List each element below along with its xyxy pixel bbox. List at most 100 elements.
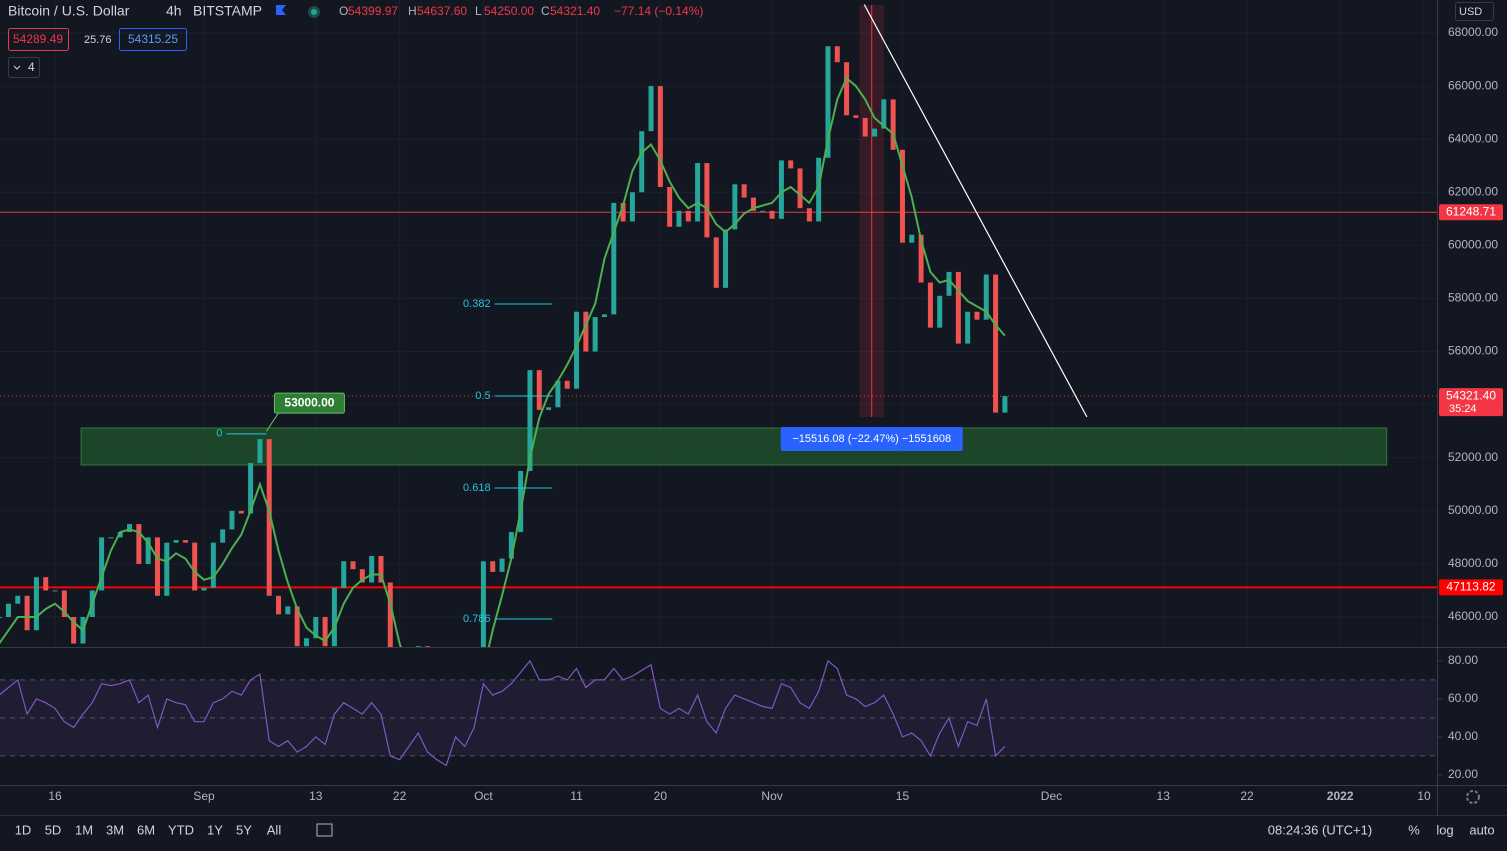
rsi-pane <box>0 659 1437 767</box>
x-tick-label: Nov <box>761 789 782 803</box>
scale-option[interactable]: % <box>1408 822 1420 837</box>
candle <box>825 46 831 158</box>
y-tick-label: 52000.00 <box>1448 450 1498 464</box>
candle <box>108 537 114 539</box>
candle <box>927 282 933 328</box>
callout-pointer <box>266 412 279 432</box>
candle <box>806 208 812 222</box>
ohlc-label: O <box>339 4 348 18</box>
candle <box>629 192 635 222</box>
scale-option[interactable]: auto <box>1469 822 1494 837</box>
candle <box>872 128 878 137</box>
candle <box>154 537 160 596</box>
interval[interactable]: 4h <box>166 3 182 19</box>
candle <box>946 271 952 296</box>
ohlc-label: C <box>541 4 550 18</box>
candle <box>881 99 887 129</box>
candle <box>294 606 300 647</box>
range-button[interactable]: 5Y <box>236 822 252 837</box>
candle <box>229 510 235 530</box>
ohlc-label: H <box>408 4 417 18</box>
currency-select[interactable] <box>1455 2 1494 21</box>
candle <box>639 131 645 193</box>
flag-icon[interactable] <box>276 5 286 15</box>
fib-label: 0.786 <box>463 613 491 625</box>
range-button[interactable]: YTD <box>168 822 194 837</box>
price-badge-label: 47113.82 <box>1446 580 1495 594</box>
candle <box>965 311 971 344</box>
candle <box>285 606 291 615</box>
candle <box>844 62 850 116</box>
range-button[interactable]: 1D <box>15 822 32 837</box>
candle <box>24 595 30 631</box>
range-button[interactable]: 6M <box>137 822 155 837</box>
candle <box>536 370 542 410</box>
candle <box>117 532 123 538</box>
ohlc-value: 54321.40 <box>550 4 600 18</box>
candle <box>546 407 552 410</box>
range-button[interactable]: 5D <box>45 822 62 837</box>
candle <box>648 86 654 132</box>
price-badge-label: 61248.71 <box>1446 204 1496 218</box>
y-tick-label: 62000.00 <box>1448 184 1498 198</box>
change: −77.14 (−0.14%) <box>614 4 703 18</box>
ohlc-value: 54250.00 <box>484 4 534 18</box>
candle <box>331 587 337 647</box>
range-button[interactable]: 1Y <box>207 822 223 837</box>
exchange: BITSTAMP <box>193 3 262 19</box>
candle <box>238 510 244 514</box>
candle <box>592 317 598 352</box>
range-button[interactable]: All <box>267 822 282 837</box>
candle <box>853 115 859 118</box>
scale-option[interactable]: log <box>1436 822 1453 837</box>
ask-box[interactable] <box>119 28 187 51</box>
x-tick-label: 11 <box>570 789 583 803</box>
candle <box>611 202 617 315</box>
y-tick-label: 64000.00 <box>1448 131 1498 145</box>
candle <box>788 160 794 169</box>
countdown: 35:24 <box>1449 403 1477 415</box>
ohlc-value: 54399.97 <box>348 4 398 18</box>
y-tick-label: 48000.00 <box>1448 556 1498 570</box>
overlay: 68000.00 66000.00 64000.00 62000.00 60000.00… <box>15 4 1503 837</box>
candle <box>499 558 505 572</box>
measure-label: −15516.08 (−22.47%) −1551608 <box>792 433 951 445</box>
settings-icon[interactable] <box>1466 790 1480 804</box>
candle <box>145 537 151 564</box>
x-tick-label: Sep <box>193 789 215 803</box>
candle <box>1002 396 1008 413</box>
x-tick-label: Oct <box>474 789 493 803</box>
candle <box>564 380 570 389</box>
rsi-tick-label: 60.00 <box>1448 691 1478 705</box>
ema-line <box>0 76 1006 647</box>
candle <box>695 163 701 222</box>
spread: 25.76 <box>84 34 112 46</box>
last-price-label: 54321.40 <box>1446 388 1496 402</box>
symbol: Bitcoin / U.S. Dollar <box>8 3 130 19</box>
candle <box>173 540 179 543</box>
candle <box>918 234 924 283</box>
bid-box[interactable] <box>8 28 69 51</box>
ohlc-label: L <box>475 4 482 18</box>
ask: 54315.25 <box>128 32 178 46</box>
candle <box>425 646 431 647</box>
candle <box>0 617 2 619</box>
candle <box>136 524 142 564</box>
x-tick-label: 22 <box>1240 789 1254 803</box>
range-button[interactable]: 1M <box>75 822 93 837</box>
chevron <box>13 65 21 70</box>
y-tick-label: 56000.00 <box>1448 344 1498 358</box>
x-tick-label: Dec <box>1041 789 1062 803</box>
trendline <box>863 4 1088 418</box>
range-button[interactable]: 3M <box>106 822 124 837</box>
date-range-icon[interactable] <box>316 823 333 837</box>
fib-label: 0.5 <box>475 390 490 402</box>
indicators-toggle[interactable] <box>8 57 40 78</box>
y-tick-label: 58000.00 <box>1448 291 1498 305</box>
measure-label-box <box>780 427 963 452</box>
candle <box>685 210 691 222</box>
candle <box>276 595 282 615</box>
candle <box>676 210 682 227</box>
candle <box>303 638 309 647</box>
